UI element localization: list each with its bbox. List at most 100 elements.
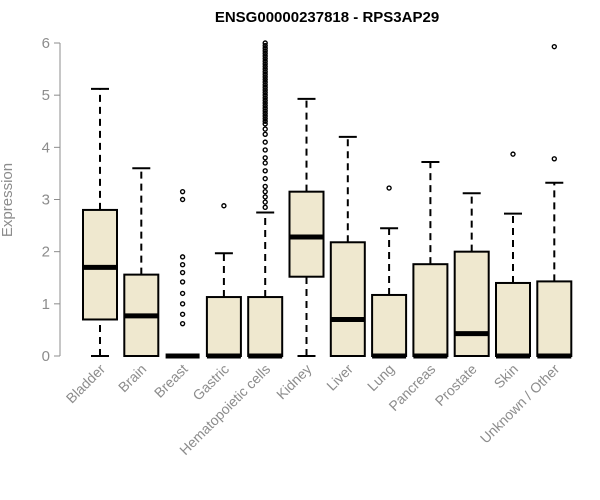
box-iqr: [453, 250, 490, 358]
outlier-point: [262, 40, 268, 46]
x-tick-label: Kidney: [273, 361, 315, 403]
boxes: [82, 40, 573, 359]
box-gastric: [205, 203, 242, 359]
y-tick-label: 5: [42, 87, 50, 104]
x-tick-label: Skin: [491, 361, 522, 392]
outlier-point: [262, 82, 268, 88]
box-iqr: [536, 280, 573, 358]
outlier-point: [262, 139, 268, 145]
box-prostate: [453, 192, 490, 358]
outlier-point: [262, 87, 268, 93]
outlier-point: [510, 151, 516, 157]
box-iqr: [288, 190, 325, 278]
outlier-point: [262, 121, 268, 127]
outlier-point: [551, 43, 557, 50]
outlier-point: [262, 84, 268, 91]
outlier-point: [262, 188, 268, 195]
box-iqr: [82, 208, 118, 321]
outlier-point: [262, 155, 268, 161]
box-brain: [123, 167, 160, 357]
y-axis: 0 1 2 3 4 5 6: [42, 35, 61, 365]
outlier-point: [262, 63, 268, 70]
box-hematopoietic-cells: [247, 40, 284, 359]
outlier-point: [262, 168, 268, 174]
outlier-point: [179, 269, 186, 276]
outlier-point: [262, 79, 268, 85]
outlier-point: [262, 74, 268, 80]
y-tick-label: 2: [42, 244, 50, 261]
outlier-point: [179, 320, 186, 327]
outlier-point: [262, 194, 268, 200]
x-tick-label: Lung: [364, 361, 397, 394]
outlier-point: [262, 199, 268, 205]
outlier-point: [179, 301, 186, 307]
outlier-point: [262, 55, 268, 62]
outlier-point: [386, 185, 392, 191]
outlier-point: [179, 188, 186, 195]
outlier-point: [262, 160, 268, 166]
outlier-point: [262, 45, 268, 51]
outlier-point: [262, 95, 268, 101]
outlier-point: [262, 53, 268, 59]
y-tick-label: 3: [42, 192, 50, 209]
y-tick-label: 1: [42, 296, 50, 313]
box-bladder: [82, 87, 118, 357]
x-tick-label: Bladder: [63, 361, 109, 407]
box-iqr: [247, 296, 284, 357]
outlier-point: [262, 204, 268, 211]
outlier-point: [551, 156, 557, 162]
outlier-point: [262, 100, 268, 106]
outlier-point: [262, 175, 268, 182]
outlier-point: [262, 113, 268, 119]
outlier-point: [262, 115, 268, 122]
outlier-point: [262, 147, 268, 153]
outlier-point: [262, 89, 268, 96]
outlier-point: [262, 126, 268, 132]
outlier-point: [262, 71, 268, 78]
box-iqr: [329, 241, 366, 358]
y-tick-label: 6: [42, 35, 50, 52]
outlier-point: [262, 183, 268, 190]
outlier-point: [262, 108, 268, 114]
outlier-point: [262, 102, 268, 109]
outlier-point: [262, 97, 268, 104]
outlier-point: [262, 105, 268, 111]
box-iqr: [371, 293, 408, 357]
x-tick-label: Brain: [115, 361, 149, 395]
y-tick-label: 0: [42, 348, 50, 365]
outlier-point: [262, 48, 268, 54]
box-lung: [371, 185, 408, 359]
x-tick-label: Liver: [323, 361, 356, 394]
outlier-point: [179, 279, 186, 285]
outlier-point: [179, 254, 186, 260]
box-unknown-other: [536, 43, 573, 359]
outlier-point: [179, 262, 186, 268]
outlier-point: [262, 76, 268, 83]
outlier-point: [262, 61, 268, 67]
box-liver: [329, 135, 366, 358]
outlier-point: [262, 68, 268, 75]
box-kidney: [288, 97, 325, 357]
outlier-point: [262, 92, 268, 98]
y-axis-label: Expression: [0, 163, 16, 237]
outlier-point: [179, 311, 186, 317]
outlier-point: [221, 203, 227, 209]
x-tick-label: Breast: [151, 361, 191, 401]
outlier-point: [262, 42, 268, 49]
outlier-point: [262, 118, 268, 124]
outlier-point: [262, 58, 268, 64]
box-breast: [165, 188, 200, 359]
box-iqr: [412, 263, 449, 358]
box-pancreas: [412, 160, 449, 359]
y-tick-label: 4: [42, 139, 50, 156]
outlier-point: [179, 196, 186, 203]
box-iqr: [205, 296, 242, 357]
x-tick-label: Prostate: [432, 361, 480, 409]
box-iqr: [495, 281, 531, 358]
outlier-point: [262, 66, 268, 72]
outlier-point: [262, 131, 268, 137]
outlier-point: [179, 290, 186, 297]
chart-title: ENSG00000237818 - RPS3AP29: [215, 9, 439, 26]
